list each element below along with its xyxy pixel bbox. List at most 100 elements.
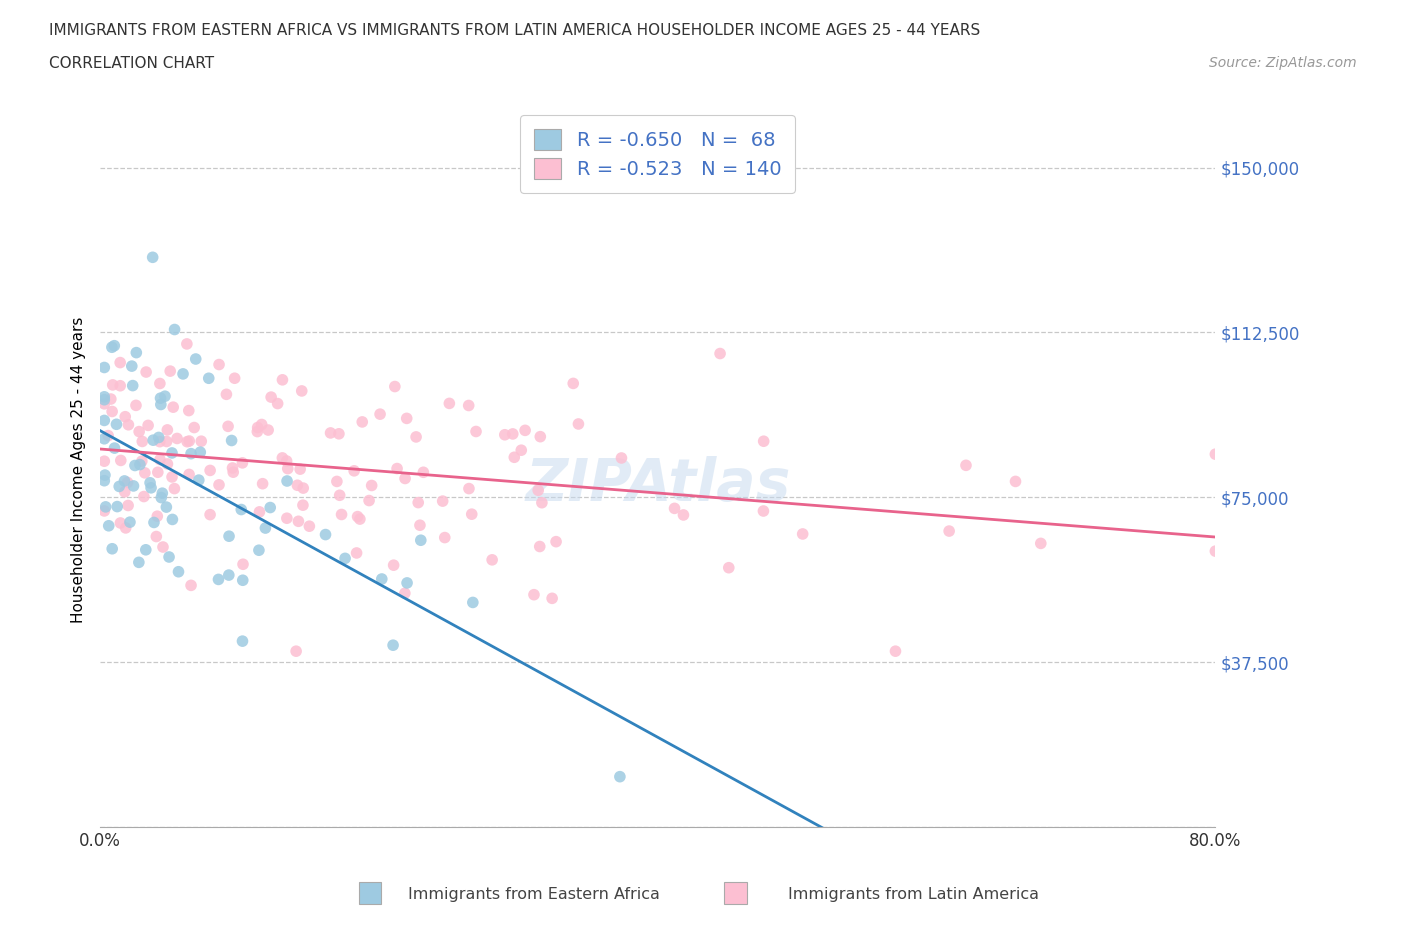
- Point: [276, 511, 298, 525]
- Point: [117, 475, 139, 490]
- Point: [222, 465, 245, 480]
- Point: [162, 512, 184, 527]
- Point: [541, 591, 564, 605]
- Point: [108, 355, 131, 370]
- Point: [177, 403, 200, 418]
- Point: [221, 460, 243, 475]
- Point: [287, 478, 309, 493]
- Point: [162, 400, 184, 415]
- Point: [208, 357, 231, 372]
- Point: [349, 512, 371, 526]
- Point: [231, 456, 253, 471]
- Point: [100, 392, 122, 406]
- Point: [346, 546, 368, 561]
- Text: Immigrants from Eastern Africa: Immigrants from Eastern Africa: [408, 887, 661, 902]
- Point: [149, 391, 172, 405]
- Point: [156, 422, 179, 437]
- Point: [142, 432, 165, 447]
- Point: [276, 473, 298, 488]
- Point: [955, 458, 977, 472]
- Point: [527, 483, 550, 498]
- Point: [122, 478, 145, 493]
- Point: [143, 515, 166, 530]
- Point: [114, 409, 136, 424]
- Point: [529, 539, 551, 554]
- Point: [249, 504, 271, 519]
- Point: [458, 481, 481, 496]
- Point: [510, 443, 533, 458]
- Point: [291, 498, 314, 512]
- Point: [884, 644, 907, 658]
- Point: [291, 383, 314, 398]
- Point: [412, 465, 434, 480]
- Point: [246, 420, 269, 435]
- Point: [101, 404, 124, 418]
- Point: [371, 572, 394, 587]
- Point: [153, 389, 176, 404]
- Point: [187, 472, 209, 487]
- Point: [180, 446, 202, 461]
- Point: [221, 433, 243, 448]
- Point: [160, 445, 183, 460]
- Point: [405, 430, 427, 445]
- Point: [232, 573, 254, 588]
- Point: [277, 461, 299, 476]
- Point: [172, 366, 194, 381]
- Point: [494, 427, 516, 442]
- Point: [101, 378, 124, 392]
- Point: [93, 413, 115, 428]
- Point: [218, 567, 240, 582]
- Point: [271, 450, 294, 465]
- Point: [292, 481, 315, 496]
- Point: [385, 461, 408, 476]
- Point: [150, 490, 173, 505]
- Point: [105, 417, 128, 432]
- Point: [271, 372, 294, 387]
- Point: [125, 345, 148, 360]
- Point: [752, 503, 775, 518]
- Point: [198, 507, 221, 522]
- Point: [319, 426, 342, 441]
- Point: [481, 552, 503, 567]
- Point: [124, 458, 146, 473]
- Point: [254, 521, 277, 536]
- Point: [103, 441, 125, 456]
- Point: [328, 426, 350, 441]
- Point: [396, 576, 419, 591]
- Point: [188, 445, 211, 459]
- Point: [101, 339, 124, 354]
- Point: [177, 467, 200, 482]
- Point: [257, 422, 280, 437]
- Point: [136, 418, 159, 432]
- Point: [432, 494, 454, 509]
- Point: [180, 578, 202, 592]
- Text: Source: ZipAtlas.com: Source: ZipAtlas.com: [1209, 56, 1357, 70]
- Point: [266, 396, 288, 411]
- Point: [149, 434, 172, 449]
- Point: [546, 534, 568, 549]
- Point: [128, 424, 150, 439]
- Point: [288, 461, 311, 476]
- Point: [132, 489, 155, 504]
- Point: [232, 557, 254, 572]
- Point: [529, 430, 551, 445]
- Point: [146, 465, 169, 480]
- Point: [146, 509, 169, 524]
- Point: [433, 530, 456, 545]
- Point: [108, 379, 131, 393]
- Point: [938, 524, 960, 538]
- Point: [94, 468, 117, 483]
- Point: [190, 433, 212, 448]
- Point: [394, 586, 416, 601]
- Point: [513, 423, 536, 438]
- Point: [1204, 446, 1226, 461]
- Point: [457, 398, 479, 413]
- Point: [114, 485, 136, 499]
- Point: [792, 526, 814, 541]
- Point: [184, 352, 207, 366]
- Point: [145, 529, 167, 544]
- Point: [395, 411, 418, 426]
- Point: [382, 558, 405, 573]
- Point: [502, 427, 524, 442]
- Point: [93, 390, 115, 405]
